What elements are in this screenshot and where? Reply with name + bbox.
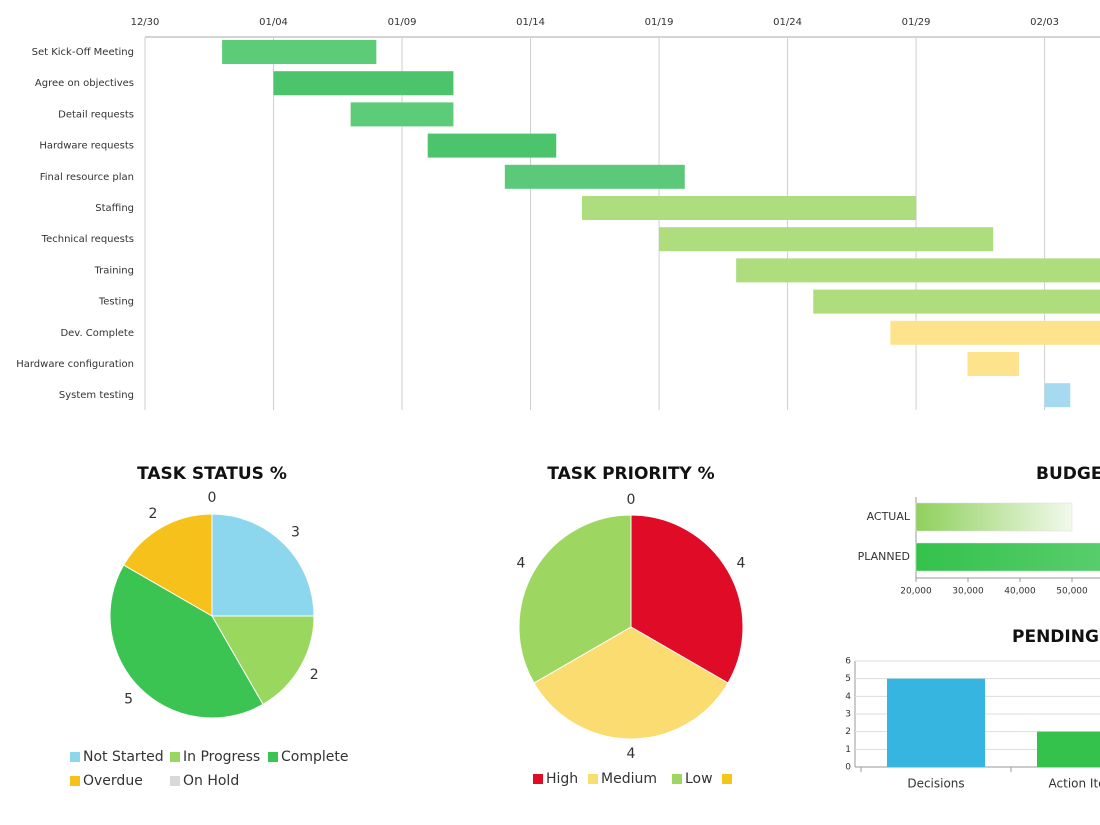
legend-swatch (268, 752, 278, 762)
gantt-bar (736, 258, 1100, 283)
x-tick-label: Decisions (907, 777, 964, 791)
legend-swatch (170, 776, 180, 786)
x-tick-label: 20,000 (900, 587, 932, 597)
slice-label: 2 (149, 506, 158, 522)
pie-slice (533, 626, 729, 740)
pie-slice (211, 615, 315, 706)
x-tick-label: 40,000 (1004, 587, 1036, 597)
gantt-bar (813, 289, 1100, 314)
gantt-bar (222, 40, 377, 64)
x-tick-label: 01/24 (773, 17, 802, 28)
legend-label: Complete (281, 749, 348, 765)
legend-swatch (722, 774, 732, 784)
x-tick-label: 01/19 (645, 17, 674, 28)
legend-swatch (170, 752, 180, 762)
x-tick-label: 01/09 (388, 17, 417, 28)
legend-label: Overdue (83, 773, 143, 789)
y-tick-label: 4 (845, 692, 851, 702)
legend-swatch (70, 776, 80, 786)
legend-swatch (70, 752, 80, 762)
gantt-bar (504, 164, 685, 189)
legend-label: High (546, 771, 578, 787)
gantt-bar (967, 352, 1019, 376)
slice-label: 4 (517, 556, 526, 572)
pie-slice (122, 513, 213, 617)
task-label: Final resource plan (40, 172, 134, 183)
gantt-bar (273, 71, 454, 96)
task-label: Staffing (95, 203, 134, 214)
y-tick-label: 3 (845, 710, 851, 720)
gantt-bar (1044, 383, 1071, 408)
y-tick-label: 6 (845, 657, 851, 667)
task-label: Detail requests (58, 109, 134, 120)
x-tick-label: 30,000 (952, 587, 984, 597)
legend-swatch (672, 774, 682, 784)
x-tick-label: 01/14 (516, 17, 545, 28)
category-label: PLANNED (858, 550, 910, 563)
task-label: Technical requests (41, 234, 134, 245)
y-tick-label: 5 (845, 674, 851, 684)
slice-label: 0 (208, 490, 217, 506)
x-tick-label: 01/04 (259, 17, 288, 28)
budget-bar (915, 542, 1100, 572)
gantt-bar (659, 227, 994, 252)
task-label: Dev. Complete (60, 328, 134, 339)
x-tick-label: 02/03 (1030, 17, 1059, 28)
gantt-bar (581, 196, 917, 220)
pie-slice (518, 514, 632, 684)
legend-swatch (588, 774, 598, 784)
legend-label: In Progress (183, 749, 260, 765)
x-tick-label: 01/29 (902, 17, 931, 28)
pie-slice (211, 513, 315, 617)
chart-title: PENDING (1012, 627, 1099, 647)
y-tick-label: 0 (845, 763, 851, 773)
gantt-bar (350, 102, 454, 127)
bar (887, 678, 985, 767)
bar (1037, 731, 1100, 767)
task-label: Set Kick-Off Meeting (32, 47, 134, 58)
legend-swatch (533, 774, 543, 784)
task-label: Hardware requests (39, 141, 134, 152)
gantt-bar (890, 320, 1100, 345)
category-label: ACTUAL (867, 510, 911, 523)
slice-label: 2 (310, 667, 319, 683)
slice-label: 4 (737, 556, 746, 572)
legend-label: Not Started (83, 749, 164, 765)
x-tick-label: 50,000 (1056, 587, 1088, 597)
legend-label: On Hold (183, 773, 239, 789)
pie-slice (630, 514, 744, 684)
slice-label: 0 (627, 492, 636, 508)
chart-title: BUDGET (1036, 464, 1100, 484)
y-tick-label: 1 (845, 745, 851, 755)
budget-bar (915, 502, 1073, 532)
chart-title: TASK STATUS % (137, 464, 287, 484)
task-label: Testing (98, 297, 134, 308)
legend-label: Medium (601, 771, 657, 787)
legend-label: Low (685, 771, 713, 787)
x-tick-label: 12/30 (131, 17, 160, 28)
slice-label: 5 (124, 691, 133, 707)
task-label: Agree on objectives (35, 78, 134, 89)
y-tick-label: 2 (845, 727, 851, 737)
slice-label: 3 (291, 525, 300, 541)
gantt-bar (427, 133, 557, 158)
x-tick-label: Action Items (1049, 777, 1100, 791)
chart-title: TASK PRIORITY % (547, 464, 714, 484)
slice-label: 4 (627, 746, 636, 762)
task-label: Hardware configuration (16, 359, 134, 370)
pie-slice (109, 564, 264, 719)
task-label: Training (94, 265, 134, 276)
task-label: System testing (59, 390, 134, 401)
